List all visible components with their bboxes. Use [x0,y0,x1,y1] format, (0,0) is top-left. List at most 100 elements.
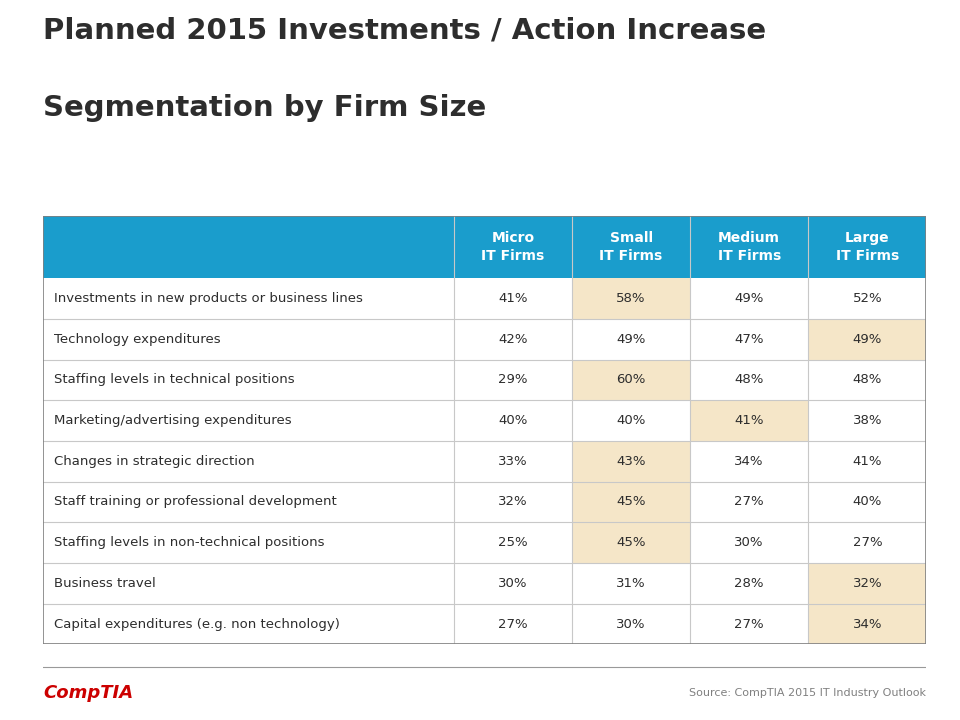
Text: 34%: 34% [852,618,882,631]
Text: 27%: 27% [852,536,882,549]
Bar [43,319,454,359]
Bar [43,522,454,563]
Bar [572,278,690,319]
Text: 27%: 27% [734,495,764,508]
Bar [572,482,690,522]
Text: Staff training or professional development: Staff training or professional developme… [54,495,337,508]
Bar [43,278,454,319]
Bar [454,400,572,441]
Bar [43,482,454,522]
Bar [690,482,808,522]
Text: 30%: 30% [734,536,764,549]
Text: CompTIA: CompTIA [43,684,133,702]
Text: 48%: 48% [852,374,882,387]
Bar [572,400,690,441]
Text: 49%: 49% [852,333,882,346]
Text: Planned 2015 Investments / Action Increase: Planned 2015 Investments / Action Increa… [43,17,766,44]
Text: 41%: 41% [734,414,764,427]
Text: Small
IT Firms: Small IT Firms [599,231,662,263]
Bar [572,359,690,400]
Text: Large
IT Firms: Large IT Firms [836,231,899,263]
Text: 32%: 32% [852,577,882,590]
Text: 60%: 60% [616,374,646,387]
Bar [690,441,808,482]
Text: Staffing levels in non-technical positions: Staffing levels in non-technical positio… [54,536,324,549]
Text: Micro
IT Firms: Micro IT Firms [481,231,544,263]
Text: 48%: 48% [734,374,764,387]
Bar [454,603,572,644]
Bar [43,216,926,278]
Bar [572,441,690,482]
Bar [690,522,808,563]
Bar [454,319,572,359]
Text: Technology expenditures: Technology expenditures [54,333,221,346]
Bar [808,563,926,603]
Bar [690,319,808,359]
Text: Staffing levels in technical positions: Staffing levels in technical positions [54,374,295,387]
Text: Medium
IT Firms: Medium IT Firms [717,231,780,263]
Text: 43%: 43% [616,455,646,468]
Text: 34%: 34% [734,455,764,468]
Text: 29%: 29% [498,374,528,387]
Bar [43,563,454,603]
Text: Source: CompTIA 2015 IT Industry Outlook: Source: CompTIA 2015 IT Industry Outlook [689,688,926,698]
Text: 40%: 40% [498,414,528,427]
Text: Investments in new products or business lines: Investments in new products or business … [54,292,363,305]
Text: 31%: 31% [616,577,646,590]
Text: 40%: 40% [852,495,882,508]
Bar [43,441,454,482]
Bar [454,359,572,400]
Text: 27%: 27% [498,618,528,631]
Text: 45%: 45% [616,536,646,549]
Bar [690,603,808,644]
Text: Segmentation by Firm Size: Segmentation by Firm Size [43,94,487,122]
Text: 30%: 30% [616,618,646,631]
Text: Percent Planning an Increase: Percent Planning an Increase [54,620,284,634]
Bar [43,359,454,400]
Text: 33%: 33% [498,455,528,468]
Bar [808,400,926,441]
Text: Capital expenditures (e.g. non technology): Capital expenditures (e.g. non technolog… [54,618,340,631]
Bar [690,563,808,603]
Bar [808,278,926,319]
Text: 42%: 42% [498,333,528,346]
Bar [808,441,926,482]
Bar [43,400,454,441]
Text: 41%: 41% [852,455,882,468]
Text: 58%: 58% [616,292,646,305]
Bar [690,278,808,319]
Bar [808,482,926,522]
Bar [572,522,690,563]
Bar [454,482,572,522]
Text: 49%: 49% [616,333,646,346]
Bar [43,603,454,644]
Bar [808,603,926,644]
Text: 40%: 40% [616,414,646,427]
Bar [808,319,926,359]
Text: 41%: 41% [498,292,528,305]
Bar [572,319,690,359]
Bar [572,563,690,603]
Bar [690,400,808,441]
Text: 32%: 32% [498,495,528,508]
Text: 49%: 49% [734,292,764,305]
Text: 27%: 27% [734,618,764,631]
Text: 25%: 25% [498,536,528,549]
Text: Business travel: Business travel [54,577,156,590]
Bar [572,603,690,644]
Text: 52%: 52% [852,292,882,305]
Text: Changes in strategic direction: Changes in strategic direction [54,455,254,468]
Bar [454,441,572,482]
Bar [454,278,572,319]
Text: 47%: 47% [734,333,764,346]
Bar [808,522,926,563]
Bar [454,563,572,603]
Text: Marketing/advertising expenditures: Marketing/advertising expenditures [54,414,292,427]
Bar [454,522,572,563]
Text: 45%: 45% [616,495,646,508]
Text: 30%: 30% [498,577,528,590]
Bar [808,359,926,400]
Text: 28%: 28% [734,577,764,590]
Bar [690,359,808,400]
Text: 38%: 38% [852,414,882,427]
